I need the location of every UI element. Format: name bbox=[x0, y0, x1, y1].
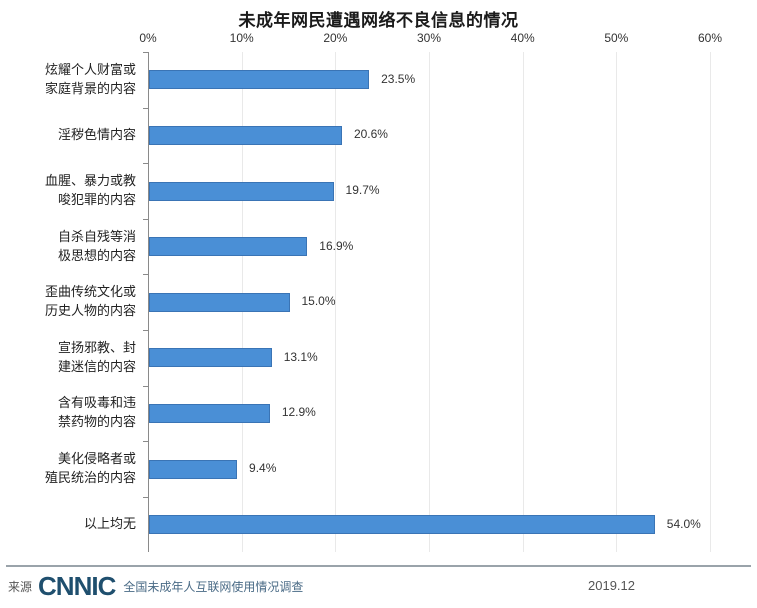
y-axis-tick bbox=[143, 496, 148, 498]
x-tick-label: 40% bbox=[510, 31, 535, 45]
bar-value-label: 16.9% bbox=[319, 238, 354, 253]
bar bbox=[149, 181, 334, 201]
bar bbox=[149, 515, 655, 535]
y-axis-tick bbox=[143, 52, 148, 53]
y-axis-tick bbox=[143, 441, 148, 443]
bar-value-label: 54.0% bbox=[666, 516, 701, 531]
bar bbox=[149, 403, 270, 423]
bar-value-label: 15.0% bbox=[301, 294, 336, 309]
x-tick-label: 0% bbox=[139, 31, 157, 45]
bar-value-label: 12.9% bbox=[281, 405, 316, 420]
footer: 来源 CNNIC 全国未成年人互联网使用情况调查 bbox=[8, 570, 304, 601]
category-label: 歪曲传统文化或 历史人物的内容 bbox=[44, 285, 136, 320]
bar-value-label: 19.7% bbox=[345, 183, 380, 197]
survey-name: 全国未成年人互联网使用情况调查 bbox=[123, 579, 304, 594]
category-label: 以上均无 bbox=[83, 517, 136, 533]
cnnic-logo: CNNIC bbox=[38, 570, 116, 601]
footer-divider bbox=[6, 565, 751, 567]
category-label: 自杀自残等消 极思想的内容 bbox=[57, 229, 136, 264]
gridline bbox=[710, 52, 711, 552]
x-tick-label: 10% bbox=[229, 31, 254, 45]
x-tick-label: 50% bbox=[604, 31, 629, 45]
gridline bbox=[616, 52, 618, 552]
y-axis-tick bbox=[143, 218, 148, 220]
bar-value-label: 13.1% bbox=[283, 349, 318, 364]
chart-title: 未成年网民遭遇网络不良信息的情况 bbox=[238, 11, 519, 31]
bar bbox=[149, 70, 370, 90]
bar bbox=[149, 237, 308, 257]
y-axis-tick bbox=[143, 330, 148, 331]
category-label: 美化侵略者或 殖民统治的内容 bbox=[44, 452, 136, 486]
report-date: 2019.12 bbox=[588, 578, 635, 593]
y-axis-line bbox=[148, 52, 149, 552]
bar bbox=[149, 348, 272, 368]
x-tick-label: 30% bbox=[416, 31, 442, 45]
x-tick-label: 20% bbox=[323, 31, 348, 45]
gridline bbox=[429, 52, 430, 552]
bar bbox=[149, 125, 342, 145]
category-label: 淫秽色情内容 bbox=[57, 127, 136, 143]
category-label: 含有吸毒和违 禁药物的内容 bbox=[57, 396, 136, 431]
y-axis-tick bbox=[143, 274, 148, 276]
bar-value-label: 20.6% bbox=[353, 127, 388, 142]
gridline bbox=[522, 52, 524, 552]
bar bbox=[149, 292, 290, 312]
bar-value-label: 23.5% bbox=[381, 71, 416, 86]
gridline bbox=[335, 52, 337, 552]
y-axis-tick bbox=[143, 163, 148, 165]
source-label: 来源 bbox=[8, 579, 33, 594]
category-label: 血腥、暴力或教 唆犯罪的内容 bbox=[44, 174, 136, 208]
bar bbox=[149, 459, 238, 479]
bar-value-label: 9.4% bbox=[249, 461, 277, 475]
x-tick-label: 60% bbox=[697, 31, 723, 45]
category-label: 炫耀个人财富或 家庭背景的内容 bbox=[44, 62, 136, 97]
y-axis-tick bbox=[143, 385, 148, 387]
category-label: 宣扬邪教、封 建迷信的内容 bbox=[57, 340, 136, 375]
y-axis-tick bbox=[143, 107, 148, 109]
